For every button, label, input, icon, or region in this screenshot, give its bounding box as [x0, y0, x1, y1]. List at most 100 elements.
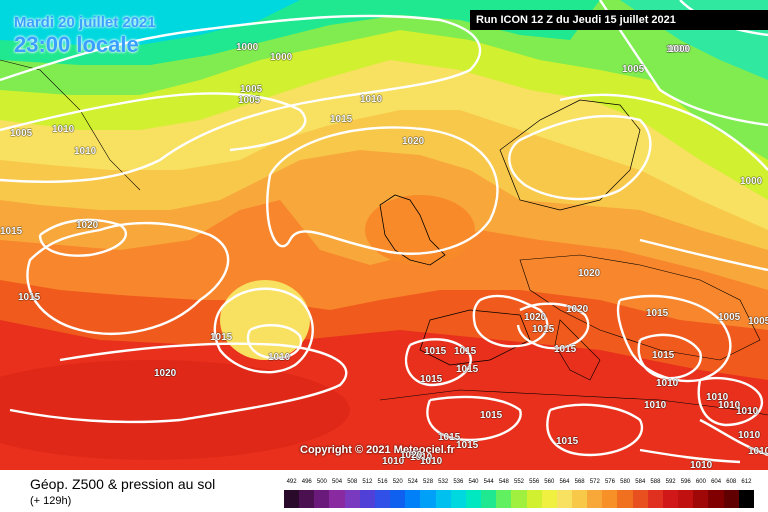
colorbar-tick-label: 576: [604, 479, 615, 485]
colorbar-swatch: [693, 490, 709, 508]
isobar-label: 1005: [238, 95, 261, 106]
colorbar-tick-label: 584: [635, 479, 646, 485]
colorbar-swatch: [374, 490, 391, 508]
isobar-label: 1020: [400, 450, 423, 461]
colorbar-swatch: [678, 490, 694, 508]
isobar-label: 1015: [0, 226, 23, 237]
isobar-label: 1000: [236, 42, 259, 53]
isobar-label: 1015: [210, 332, 233, 343]
colorbar-swatch: [435, 490, 451, 508]
isobar-label: 1015: [438, 432, 461, 443]
isobar-label: 1005: [622, 64, 645, 75]
colorbar-swatch: [450, 490, 466, 508]
colorbar: [284, 490, 754, 508]
isobar-label: 1010: [656, 378, 679, 389]
isobar-label: 1010: [360, 94, 383, 105]
isobar-label: 1010: [268, 352, 291, 363]
colorbar-tick-label: 528: [423, 479, 434, 485]
colorbar-tick-label: 604: [711, 479, 722, 485]
colorbar-tick-label: 596: [680, 479, 691, 485]
colorbar-swatch: [496, 490, 512, 508]
isobar-label: 1020: [524, 312, 547, 323]
colorbar-tick-label: 572: [589, 479, 600, 485]
colorbar-tick-label: 544: [483, 479, 494, 485]
colorbar-swatch: [511, 490, 527, 508]
colorbar-swatch: [299, 490, 315, 508]
isobar-label: 1020: [566, 304, 589, 315]
isobar-label: 1015: [556, 436, 579, 447]
isobar-label: 1010: [748, 446, 768, 457]
colorbar-tick-label: 592: [665, 479, 676, 485]
isobar-label: 1015: [652, 350, 675, 361]
colorbar-tick-label: 600: [695, 479, 706, 485]
isobar-label: 1000: [666, 44, 689, 55]
colorbar-tick-label: 512: [362, 479, 373, 485]
colorbar-swatch: [617, 490, 633, 508]
colorbar-tick-label: 556: [529, 479, 540, 485]
isobar-label: 1010: [410, 452, 433, 463]
colorbar-swatch: [662, 490, 679, 508]
colorbar-swatch: [344, 490, 360, 508]
isobar-label: 1015: [456, 364, 479, 375]
isobar-label: 1010: [382, 456, 405, 467]
isobar-label: 1010: [644, 400, 667, 411]
colorbar-tick-label: 568: [574, 479, 585, 485]
colorbar-swatch: [556, 490, 572, 508]
model-run-label: Run ICON 12 Z du Jeudi 15 juillet 2021: [470, 10, 768, 30]
colorbar-tick-label: 504: [332, 479, 343, 485]
isobar-label: 1010: [718, 400, 741, 411]
weather-map: [0, 0, 768, 470]
isobar-label: 1015: [646, 308, 669, 319]
isobar-label: 1005: [718, 312, 741, 323]
isobar-label: 1010: [736, 406, 759, 417]
colorbar-ticks: 492 496 500 504 508 512 516 520 524 528 532 536 540 5…: [284, 479, 754, 489]
colorbar-swatch: [465, 490, 482, 508]
isobar-label: 1010: [420, 456, 443, 467]
colorbar-swatch: [541, 490, 557, 508]
colorbar-tick-label: 532: [438, 479, 449, 485]
copyright-text: Copyright © 2021 Meteociel.fr: [300, 444, 455, 456]
colorbar-swatch: [738, 490, 754, 508]
colorbar-tick-label: 588: [650, 479, 661, 485]
isobar-label: 1015: [330, 114, 353, 125]
isobar-label: 1015: [456, 440, 479, 451]
colorbar-swatch: [420, 490, 436, 508]
colorbar-swatch: [647, 490, 663, 508]
colorbar-tick-label: 496: [301, 479, 312, 485]
isobar-label: 1010: [52, 124, 75, 135]
colorbar-tick-label: 580: [620, 479, 631, 485]
colorbar-tick-label: 612: [741, 479, 752, 485]
isobar-label: 1010: [738, 430, 761, 441]
colorbar-swatch: [329, 490, 345, 508]
isobar-label: 1015: [18, 292, 41, 303]
isobar-label: 1005: [240, 84, 263, 95]
isobar-label: 1000: [270, 52, 293, 63]
colorbar-swatch: [571, 490, 588, 508]
colorbar-swatch: [481, 490, 497, 508]
isobar-label: 1015: [532, 324, 555, 335]
colorbar-tick-label: 608: [726, 479, 737, 485]
isobar-label: 1020: [154, 368, 177, 379]
colorbar-tick-label: 564: [559, 479, 570, 485]
forecast-date: Mardi 20 juillet 2021: [14, 14, 156, 31]
isobar-label: 1015: [454, 346, 477, 357]
colorbar-swatch: [390, 490, 406, 508]
chart-title: Géop. Z500 & pression au sol: [30, 476, 216, 492]
isobar-label: 1015: [424, 346, 447, 357]
isobar-label: 1005: [10, 128, 33, 139]
colorbar-tick-label: 540: [468, 479, 479, 485]
isobar-label: 1020: [402, 136, 425, 147]
colorbar-tick-label: 500: [316, 479, 327, 485]
colorbar-swatch: [359, 490, 375, 508]
colorbar-swatch: [526, 490, 542, 508]
colorbar-tick-label: 516: [377, 479, 388, 485]
isobar-label: 1010: [74, 146, 97, 157]
colorbar-swatch: [587, 490, 603, 508]
colorbar-tick-label: 548: [498, 479, 509, 485]
colorbar-swatch: [602, 490, 618, 508]
colorbar-tick-label: 552: [513, 479, 525, 485]
colorbar-tick-label: 560: [544, 479, 555, 485]
colorbar-tick-label: 508: [347, 479, 358, 485]
isobar-label: 1000: [740, 176, 763, 187]
colorbar-swatch: [284, 490, 300, 508]
